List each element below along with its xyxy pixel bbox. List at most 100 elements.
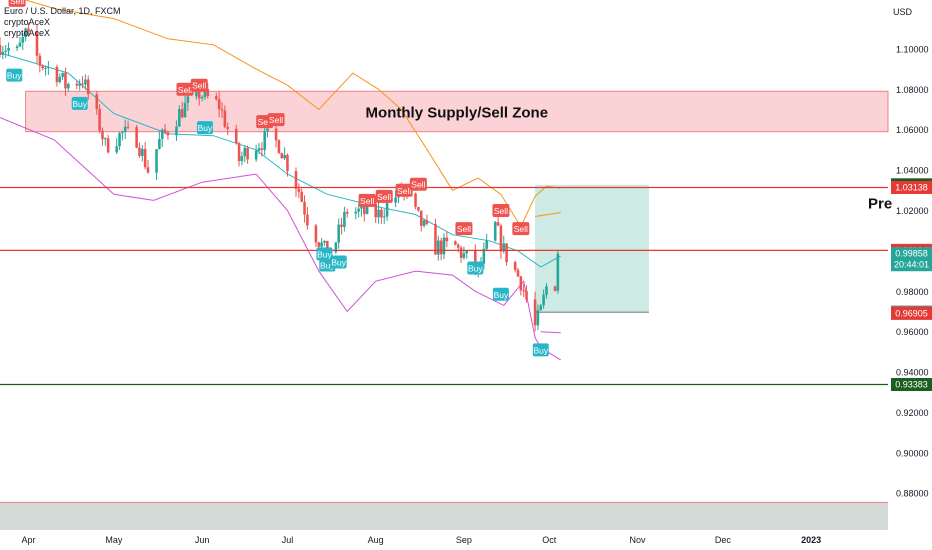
- price-tag-value: 0.96905: [895, 308, 928, 318]
- candle: [55, 64, 59, 87]
- candle-body: [456, 244, 460, 248]
- candle: [553, 285, 557, 292]
- candle-body: [175, 126, 178, 136]
- candle-body: [505, 243, 508, 263]
- x-tick-label: Apr: [21, 535, 35, 545]
- candle-body: [422, 220, 426, 226]
- candle-body: [465, 250, 469, 254]
- candle: [357, 203, 360, 218]
- y-tick-label: 1.10000: [896, 44, 929, 54]
- candle: [101, 127, 104, 146]
- candle: [58, 73, 62, 84]
- candle-body: [118, 133, 121, 147]
- y-tick-label: 1.02000: [896, 206, 929, 216]
- signal-label: Sell: [269, 115, 283, 125]
- candle: [300, 188, 303, 203]
- upper-band-extension: [535, 212, 561, 217]
- candle-body: [354, 211, 358, 214]
- candle-body: [300, 191, 303, 202]
- candle: [226, 122, 229, 136]
- x-tick-label: Jun: [195, 535, 210, 545]
- candle-body: [1, 52, 5, 55]
- sell-signal-tag: [358, 193, 376, 207]
- candle-body: [337, 224, 340, 243]
- candle-body: [143, 149, 147, 168]
- candle: [86, 75, 90, 100]
- candle-body: [394, 197, 397, 203]
- signal-label: Sell: [10, 0, 24, 6]
- candle: [323, 240, 326, 246]
- sell-signal-tag: [8, 0, 26, 7]
- candle-body: [317, 242, 321, 247]
- candle: [254, 144, 258, 162]
- candle-body: [454, 241, 457, 245]
- candle-body: [374, 203, 377, 218]
- signal-label: Buy: [320, 261, 335, 271]
- candle-body: [243, 148, 247, 157]
- candle: [1, 46, 5, 60]
- candle: [95, 91, 99, 115]
- candle-body: [533, 299, 537, 326]
- y-tick-label: 0.88000: [896, 489, 929, 499]
- candle-body: [286, 154, 289, 172]
- candle-body: [519, 276, 523, 291]
- buy-signal-tag: [196, 121, 213, 135]
- candle: [215, 92, 218, 101]
- candle-body: [334, 242, 338, 253]
- candle: [417, 206, 420, 212]
- candle: [106, 134, 110, 154]
- candle-body: [183, 102, 187, 118]
- signal-label: Buy: [7, 71, 22, 81]
- candle: [217, 91, 221, 118]
- x-tick-label: Dec: [715, 535, 732, 545]
- candle-body: [260, 148, 264, 150]
- candle-body: [86, 79, 90, 95]
- signal-label: Sell: [178, 85, 192, 95]
- y-tick-label: 1.04000: [896, 166, 929, 176]
- candle: [454, 240, 457, 246]
- candle: [266, 128, 269, 138]
- candle-body: [178, 109, 181, 127]
- candle-body: [141, 149, 144, 156]
- candle: [419, 210, 423, 232]
- candle: [297, 183, 301, 199]
- candle-body: [513, 262, 517, 270]
- candle-body: [146, 167, 150, 173]
- candle-body: [98, 109, 101, 131]
- candle-body: [277, 140, 281, 154]
- sell-signal-tag: [512, 222, 530, 236]
- price-tag-value: 0.93383: [895, 380, 928, 390]
- sell-signal-tag: [455, 222, 473, 236]
- sell-signal-tag: [267, 113, 285, 127]
- lower-band-line: [0, 117, 561, 361]
- candle: [303, 195, 306, 223]
- signal-label: Buy: [317, 249, 332, 259]
- candle-body: [442, 237, 446, 255]
- price-tag-value: 1.03138: [895, 182, 928, 192]
- candle-body: [35, 31, 39, 56]
- candle: [542, 289, 545, 309]
- symbol-title[interactable]: Euro / U.S. Dollar, 1D, FXCM: [4, 6, 121, 16]
- x-tick-label: 2023: [801, 535, 821, 545]
- candle-body: [257, 148, 261, 151]
- candle-body: [78, 83, 81, 86]
- candle-body: [445, 237, 449, 242]
- candle: [84, 74, 87, 90]
- signal-label: Sell: [377, 192, 391, 202]
- candle-body: [525, 291, 528, 300]
- candle: [314, 223, 318, 248]
- candle: [21, 33, 25, 51]
- candle-body: [44, 67, 47, 69]
- candle: [64, 67, 67, 96]
- sell-signal-tag: [395, 183, 413, 197]
- candle: [519, 275, 523, 296]
- supply-zone: [25, 90, 889, 133]
- candle-body: [382, 216, 386, 218]
- candle: [183, 95, 187, 118]
- indicator-label[interactable]: cryptoAceX: [4, 28, 51, 38]
- candle: [382, 209, 386, 224]
- y-tick-label: 0.92000: [896, 408, 929, 418]
- indicator-label[interactable]: cryptoAceX: [4, 17, 51, 27]
- candle: [334, 241, 338, 254]
